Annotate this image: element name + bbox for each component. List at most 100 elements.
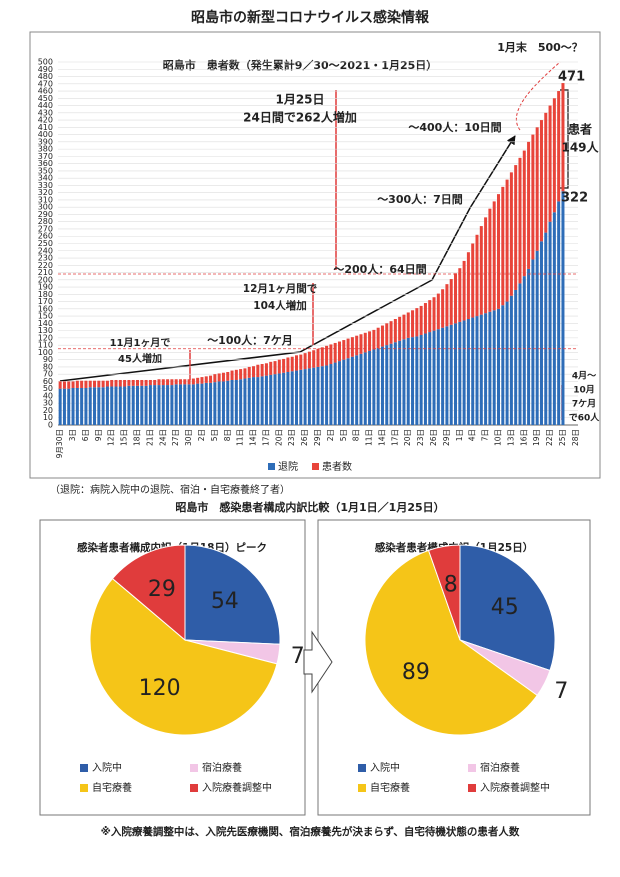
bar-segment bbox=[101, 380, 105, 388]
bar-segment bbox=[290, 371, 294, 425]
bar-segment bbox=[548, 105, 552, 222]
bar-segment bbox=[402, 339, 406, 425]
bar-segment bbox=[445, 326, 449, 425]
bar-segment bbox=[372, 349, 376, 425]
x-tick-label: 11日 bbox=[365, 429, 374, 446]
bar-segment bbox=[561, 191, 565, 425]
x-tick-label: 15日 bbox=[120, 429, 129, 446]
bar-segment bbox=[187, 384, 191, 425]
bar-segment bbox=[161, 385, 165, 425]
legend-label: 患者数 bbox=[322, 460, 352, 473]
y-tick-label: 150 bbox=[38, 312, 53, 321]
bar-segment bbox=[174, 384, 178, 425]
x-tick-label: 6日 bbox=[81, 429, 90, 441]
bar-segment bbox=[333, 342, 337, 363]
bar-segment bbox=[389, 343, 393, 425]
bar-segment bbox=[290, 356, 294, 372]
y-tick-label: 190 bbox=[38, 283, 53, 292]
bar-segment bbox=[385, 323, 389, 346]
y-tick-label: 110 bbox=[38, 341, 53, 350]
annotation: 45人増加 bbox=[118, 352, 162, 365]
bar-segment bbox=[166, 385, 170, 425]
value-label: 7 bbox=[554, 679, 568, 704]
bar-segment bbox=[496, 194, 500, 309]
bar-segment bbox=[209, 382, 213, 425]
bar-segment bbox=[144, 379, 148, 386]
bar-segment bbox=[316, 348, 320, 367]
bar-segment bbox=[153, 379, 157, 386]
bar-segment bbox=[350, 356, 354, 425]
y-tick-label: 70 bbox=[43, 370, 53, 379]
bar-segment bbox=[273, 374, 277, 425]
bar-segment bbox=[295, 370, 299, 425]
bar-segment bbox=[479, 314, 483, 425]
bar-segment bbox=[200, 383, 204, 425]
bar-segment bbox=[316, 366, 320, 425]
x-tick-label: 16日 bbox=[519, 429, 528, 446]
annotation: ～400人：10日間 bbox=[408, 120, 501, 134]
bar-segment bbox=[273, 361, 277, 375]
bar-segment bbox=[75, 387, 79, 425]
bar-segment bbox=[509, 172, 513, 296]
bar-segment bbox=[539, 120, 543, 242]
x-tick-label: 17日 bbox=[261, 429, 270, 446]
bar-segment bbox=[368, 331, 372, 351]
bar-segment bbox=[58, 381, 62, 389]
y-tick-label: 320 bbox=[38, 188, 53, 197]
bar-segment bbox=[105, 380, 109, 387]
bar-segment bbox=[230, 379, 234, 425]
bar-segment bbox=[239, 369, 243, 380]
pie-slice bbox=[89, 577, 278, 736]
bar-segment bbox=[492, 201, 496, 311]
x-tick-label: 22日 bbox=[545, 429, 554, 446]
bar-segment bbox=[475, 316, 479, 425]
y-tick-label: 420 bbox=[38, 116, 53, 125]
bar-segment bbox=[157, 379, 161, 386]
x-tick-label: 20日 bbox=[274, 429, 283, 446]
bar-segment bbox=[178, 379, 182, 385]
bar-segment bbox=[200, 377, 204, 384]
y-tick-label: 310 bbox=[38, 195, 53, 204]
bar-segment bbox=[462, 320, 466, 425]
legend-label: 入院中 bbox=[92, 761, 122, 774]
bar-segment bbox=[350, 337, 354, 357]
bar-segment bbox=[544, 232, 548, 425]
x-tick-label: 20日 bbox=[403, 429, 412, 446]
bar-segment bbox=[282, 358, 286, 373]
bar-segment bbox=[527, 268, 531, 425]
x-tick-label: 18日 bbox=[133, 429, 142, 446]
bar-segment bbox=[479, 226, 483, 315]
pie-slice bbox=[427, 544, 461, 641]
y-tick-label: 60 bbox=[43, 377, 53, 386]
annotation: で60人 bbox=[569, 412, 601, 424]
bar-segment bbox=[509, 295, 513, 425]
bar-segment bbox=[312, 367, 316, 425]
bar-segment bbox=[196, 377, 200, 384]
annotation: 104人増加 bbox=[253, 299, 306, 312]
bar-segment bbox=[522, 276, 526, 425]
y-tick-label: 290 bbox=[38, 210, 53, 219]
legend-label: 退院 bbox=[278, 460, 298, 473]
x-tick-label: 7日 bbox=[481, 429, 490, 441]
bar-segment bbox=[380, 325, 384, 347]
legend-label: 宿泊療養 bbox=[480, 761, 520, 774]
x-tick-label: 29日 bbox=[313, 429, 322, 446]
bar-segment bbox=[363, 352, 367, 425]
x-tick-label: 28日 bbox=[571, 429, 580, 446]
bar-segment bbox=[466, 252, 470, 320]
bar-segment bbox=[475, 234, 479, 317]
y-tick-label: 130 bbox=[38, 326, 53, 335]
bar-segment bbox=[432, 330, 436, 425]
bar-segment bbox=[488, 311, 492, 425]
bar-segment bbox=[213, 382, 217, 425]
bar-segment bbox=[114, 379, 118, 387]
annotation: 149人 bbox=[561, 140, 599, 155]
bar-segment bbox=[80, 380, 84, 388]
bar-segment bbox=[484, 217, 488, 314]
bar-segment bbox=[105, 386, 109, 425]
bar-segment bbox=[445, 284, 449, 327]
legend-label: 自宅療養 bbox=[370, 781, 410, 794]
x-tick-label: 17日 bbox=[390, 429, 399, 446]
bar-segment bbox=[84, 387, 88, 425]
bar-segment bbox=[389, 321, 393, 344]
